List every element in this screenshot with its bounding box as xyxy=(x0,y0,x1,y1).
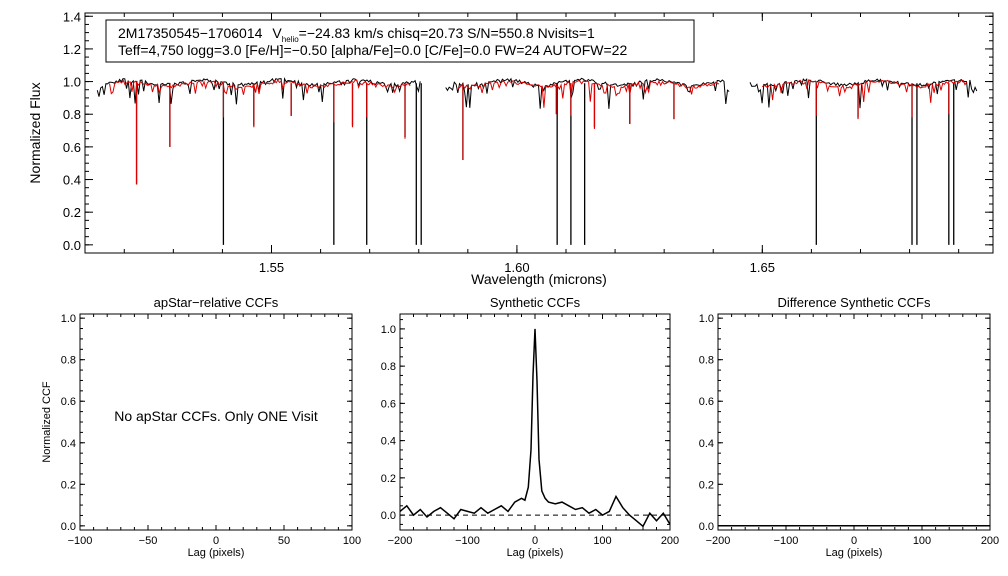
x-tick-label: 1.65 xyxy=(750,260,775,275)
y-tick-label: 0.6 xyxy=(61,396,76,408)
y-tick-label: 0.8 xyxy=(381,361,396,373)
axis-ticks-apstar xyxy=(79,314,353,530)
info-box: 2M17350545−1706014 Vhelio=−24.83 km/s chi… xyxy=(105,19,695,63)
x-tick-label: −100 xyxy=(455,535,480,547)
info-line-1: 2M17350545−1706014 Vhelio=−24.83 km/s chi… xyxy=(118,25,595,44)
y-tick-label: 0.2 xyxy=(381,473,396,485)
y-tick-label: 0.2 xyxy=(699,479,714,491)
plot-title-synthetic: Synthetic CCFs xyxy=(490,295,581,310)
spectrum-synthetic-chip-1 xyxy=(457,79,720,108)
x-tick-label: 200 xyxy=(661,535,679,547)
x-axis-label-difference: Lag (pixels) xyxy=(826,547,883,559)
plot-frame-spectrum xyxy=(84,12,994,254)
series-observed xyxy=(96,76,978,245)
y-tick-label: 1.0 xyxy=(699,313,714,325)
x-tick-label: −100 xyxy=(774,535,799,547)
x-axis-label-spectrum: Wavelength (microns) xyxy=(471,271,607,287)
star-id: 2M17350545−1706014 xyxy=(118,25,263,41)
y-tick-label: 0.6 xyxy=(63,140,81,155)
y-tick-label: 0.2 xyxy=(63,205,81,220)
y-tick-label: 0.6 xyxy=(699,396,714,408)
series-synthetic xyxy=(109,79,968,185)
y-tick-label: 0.0 xyxy=(61,521,76,533)
x-axis-label-apstar: Lag (pixels) xyxy=(188,547,245,559)
y-axis-label-spectrum: Normalized Flux xyxy=(27,82,43,183)
y-tick-label: 0.0 xyxy=(381,510,396,522)
axis-ticks-difference xyxy=(717,314,991,530)
x-tick-label: 100 xyxy=(343,535,361,547)
x-axis-label-synthetic: Lag (pixels) xyxy=(507,547,564,559)
x-tick-label: 100 xyxy=(593,535,611,547)
info-box-frame xyxy=(105,19,695,63)
x-tick-label: −100 xyxy=(68,535,93,547)
vhelio-symbol: V xyxy=(272,25,282,41)
info-line-2: Teff=4,750 logg=3.0 [Fe/H]=−0.50 [alpha/… xyxy=(118,42,627,58)
x-tick-label: −200 xyxy=(388,535,413,547)
x-tick-label: 0 xyxy=(213,535,219,547)
y-tick-label: 0.8 xyxy=(61,355,76,367)
x-tick-label: 1.60 xyxy=(504,260,529,275)
x-tick-label: 0 xyxy=(532,535,538,547)
y-axis-label-apstar: Normalized CCF xyxy=(41,381,53,463)
plot-frame-difference xyxy=(717,313,991,531)
y-tick-label: 1.2 xyxy=(63,42,81,57)
vhelio-subscript: helio xyxy=(282,35,299,44)
spectrum-synthetic-chip-2 xyxy=(761,79,968,103)
x-tick-label: 50 xyxy=(278,535,290,547)
x-tick-label: 0 xyxy=(851,535,857,547)
y-tick-label: 1.0 xyxy=(381,324,396,336)
y-tick-label: 0.4 xyxy=(61,438,76,450)
y-tick-label: 1.4 xyxy=(63,9,81,24)
ccf-series-ccf xyxy=(399,328,671,528)
info-stats: =−24.83 km/s chisq=20.73 S/N=550.8 Nvisi… xyxy=(299,25,595,41)
plot-title-apstar: apStar−relative CCFs xyxy=(154,295,279,310)
x-tick-label: 1.55 xyxy=(259,260,284,275)
y-tick-label: 1.0 xyxy=(63,75,81,90)
y-tick-label: 0.8 xyxy=(699,355,714,367)
y-tick-label: 1.0 xyxy=(61,313,76,325)
y-tick-label: 0.4 xyxy=(381,436,396,448)
plot-title-difference: Difference Synthetic CCFs xyxy=(778,295,931,310)
y-tick-label: 0.6 xyxy=(381,398,396,410)
no-ccf-message: No apStar CCFs. Only ONE Visit xyxy=(114,408,318,424)
y-tick-label: 0.0 xyxy=(699,521,714,533)
x-tick-label: 100 xyxy=(913,535,931,547)
y-tick-label: 0.0 xyxy=(63,238,81,253)
x-tick-label: −200 xyxy=(706,535,731,547)
x-tick-label: −50 xyxy=(139,535,158,547)
y-tick-label: 0.4 xyxy=(63,173,81,188)
y-tick-label: 0.4 xyxy=(699,438,714,450)
y-tick-label: 0.2 xyxy=(61,479,76,491)
x-tick-label: 200 xyxy=(981,535,999,547)
spectrum-observed-chip-2 xyxy=(749,78,978,109)
spectrum-synthetic-chip-0 xyxy=(109,79,411,95)
y-tick-label: 0.8 xyxy=(63,107,81,122)
